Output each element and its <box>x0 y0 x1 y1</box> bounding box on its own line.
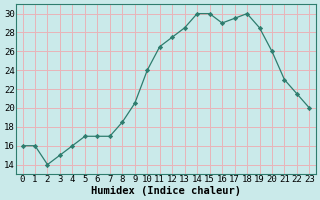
X-axis label: Humidex (Indice chaleur): Humidex (Indice chaleur) <box>91 186 241 196</box>
